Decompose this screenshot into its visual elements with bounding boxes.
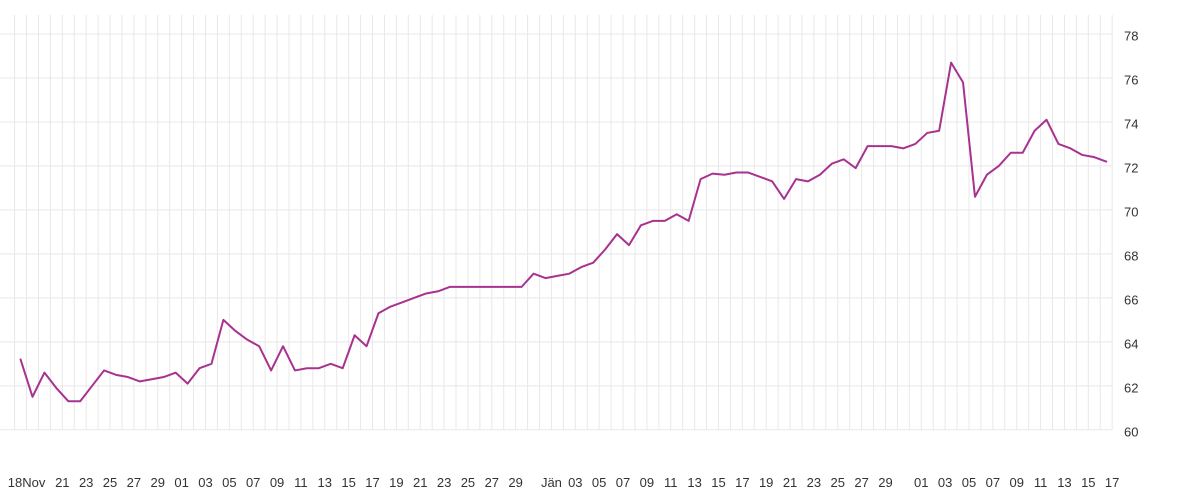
svg-text:78: 78	[1124, 29, 1138, 44]
svg-text:17: 17	[365, 475, 379, 490]
svg-text:23: 23	[807, 475, 821, 490]
svg-text:01: 01	[914, 475, 928, 490]
svg-text:19: 19	[759, 475, 773, 490]
svg-text:27: 27	[127, 475, 141, 490]
svg-text:11: 11	[294, 475, 308, 490]
svg-text:07: 07	[986, 475, 1000, 490]
svg-text:15: 15	[711, 475, 725, 490]
svg-text:21: 21	[783, 475, 797, 490]
svg-text:07: 07	[616, 475, 630, 490]
svg-text:64: 64	[1124, 336, 1138, 351]
svg-text:19: 19	[389, 475, 403, 490]
svg-text:21: 21	[55, 475, 69, 490]
svg-text:11: 11	[1034, 475, 1048, 490]
svg-text:01: 01	[174, 475, 188, 490]
svg-text:09: 09	[270, 475, 284, 490]
svg-text:70: 70	[1124, 204, 1138, 219]
svg-text:29: 29	[508, 475, 522, 490]
svg-text:05: 05	[222, 475, 236, 490]
svg-text:Jän: Jän	[541, 475, 562, 490]
svg-text:60: 60	[1124, 424, 1138, 439]
svg-text:09: 09	[1009, 475, 1023, 490]
svg-text:07: 07	[246, 475, 260, 490]
svg-text:23: 23	[79, 475, 93, 490]
svg-text:68: 68	[1124, 248, 1138, 263]
svg-text:27: 27	[485, 475, 499, 490]
svg-text:21: 21	[413, 475, 427, 490]
svg-text:76: 76	[1124, 72, 1138, 87]
svg-text:25: 25	[103, 475, 117, 490]
svg-text:29: 29	[151, 475, 165, 490]
svg-text:03: 03	[568, 475, 582, 490]
svg-text:09: 09	[640, 475, 654, 490]
svg-text:03: 03	[198, 475, 212, 490]
svg-text:05: 05	[592, 475, 606, 490]
svg-text:11: 11	[664, 475, 678, 490]
svg-text:13: 13	[1057, 475, 1071, 490]
svg-text:25: 25	[461, 475, 475, 490]
svg-text:13: 13	[318, 475, 332, 490]
svg-text:74: 74	[1124, 116, 1138, 131]
svg-text:62: 62	[1124, 380, 1138, 395]
svg-text:72: 72	[1124, 160, 1138, 175]
svg-text:25: 25	[831, 475, 845, 490]
svg-text:03: 03	[938, 475, 952, 490]
svg-text:23: 23	[437, 475, 451, 490]
svg-text:17: 17	[1105, 475, 1119, 490]
svg-text:18Nov: 18Nov	[8, 475, 46, 490]
svg-text:15: 15	[341, 475, 355, 490]
svg-text:05: 05	[962, 475, 976, 490]
svg-text:27: 27	[854, 475, 868, 490]
svg-text:66: 66	[1124, 292, 1138, 307]
svg-text:13: 13	[687, 475, 701, 490]
svg-text:17: 17	[735, 475, 749, 490]
svg-text:15: 15	[1081, 475, 1095, 490]
svg-text:29: 29	[878, 475, 892, 490]
